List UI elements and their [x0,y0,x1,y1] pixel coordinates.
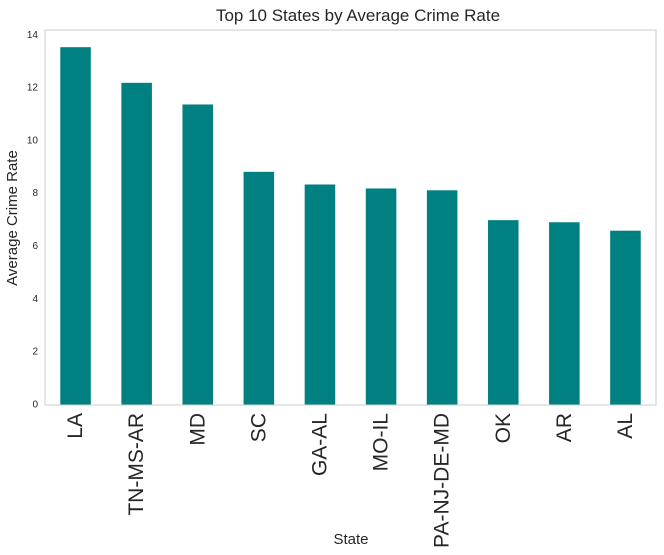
bar-la [60,47,91,405]
y-tick-label-8: 8 [32,188,38,199]
y-tick-label-10: 10 [27,135,39,146]
x-tick-label-al: AL [614,413,637,439]
bar-mo-il [365,188,397,405]
x-tick-label-la: LA [64,413,87,439]
x-tick-label-ar: AR [553,413,576,442]
x-tick-label-pa-nj-de-md: PA-NJ-DE-MD [431,413,454,548]
y-tick-label-6: 6 [32,241,38,252]
bar-ga-al [304,184,336,405]
x-tick-label-tn-ms-ar: TN-MS-AR [125,413,148,516]
y-tick-label-12: 12 [27,83,39,94]
y-tick-label-2: 2 [32,347,38,358]
bar-ar [549,222,580,405]
bar-ok [487,220,519,405]
y-axis-ticks: 0 2 4 6 8 10 12 14 [27,30,39,411]
bar-tn-ms-ar [121,82,152,406]
chart-title: Top 10 States by Average Crime Rate [216,6,500,25]
bars-group [60,47,641,406]
plot-frame [44,29,657,406]
x-tick-label-sc: SC [247,413,270,442]
y-tick-label-0: 0 [32,400,38,411]
x-tick-label-ga-al: GA-AL [308,413,331,476]
x-tick-label-md: MD [186,413,209,446]
bar-md [182,104,214,405]
y-tick-label-4: 4 [32,294,38,305]
bar-al [610,230,641,405]
y-axis-label: Average Crime Rate [4,150,21,286]
bar-sc [243,171,275,405]
x-tick-label-mo-il: MO-IL [370,413,393,471]
x-axis-ticks: LA TN-MS-AR MD SC GA-AL MO-IL PA-NJ-DE-MD OK AR A… [64,413,637,548]
x-axis-label: State [333,531,368,548]
x-tick-label-ok: OK [492,413,515,443]
bar-pa-nj-de-md [426,190,458,405]
y-tick-label-14: 14 [27,30,39,41]
